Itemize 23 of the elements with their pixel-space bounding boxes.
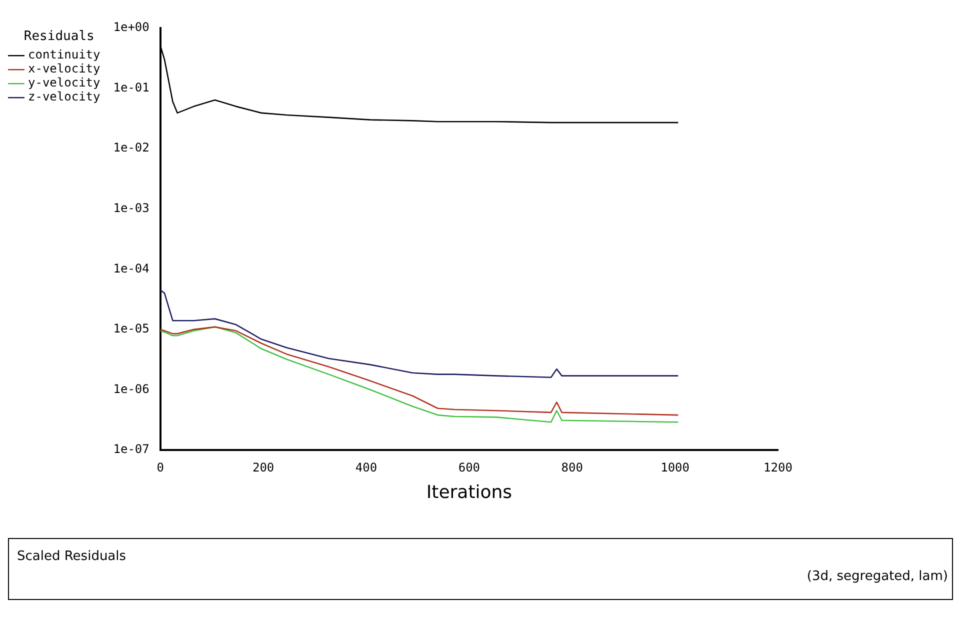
legend-title: Residuals bbox=[24, 28, 94, 44]
x-tick-label: 600 bbox=[458, 460, 480, 474]
text: Scaled Residuals bbox=[17, 549, 126, 564]
x-tick-label: 1200 bbox=[764, 460, 792, 474]
x-axis-title: Iterations bbox=[426, 482, 512, 503]
y-tick-label: 1e-03 bbox=[113, 200, 150, 215]
legend-label: x-velocity bbox=[28, 62, 100, 76]
x-tick-label: 1000 bbox=[660, 460, 690, 474]
y-tick-label: 1e-07 bbox=[113, 442, 150, 456]
legend-label: y-velocity bbox=[28, 76, 100, 90]
legend-label: z-velocity bbox=[28, 90, 100, 104]
legend-label: continuity bbox=[28, 48, 100, 62]
x-tick-label: 400 bbox=[355, 460, 378, 474]
y-tick-label: 1e-01 bbox=[113, 80, 150, 94]
x-tick-label: 800 bbox=[561, 460, 583, 474]
x-tick-label: 200 bbox=[252, 460, 274, 474]
y-tick-label: 1e+00 bbox=[113, 20, 150, 34]
y-tick-label: 1e-04 bbox=[113, 261, 150, 276]
y-tick-label: 1e-02 bbox=[113, 140, 150, 155]
y-tick-label: 1e-06 bbox=[113, 382, 150, 396]
y-tick-label: 1e-05 bbox=[113, 322, 150, 336]
x-tick-label: 0 bbox=[156, 460, 164, 474]
text: (3d, segregated, lam) bbox=[806, 569, 948, 584]
